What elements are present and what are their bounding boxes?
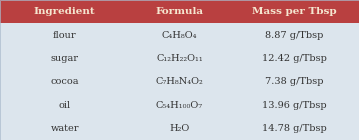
Text: C₇H₈N₄O₂: C₇H₈N₄O₂ xyxy=(155,77,204,86)
Text: cocoa: cocoa xyxy=(50,77,79,86)
Text: Ingredient: Ingredient xyxy=(34,7,95,16)
Text: Mass per Tbsp: Mass per Tbsp xyxy=(252,7,337,16)
Text: C₄H₈O₄: C₄H₈O₄ xyxy=(162,31,197,39)
Text: flour: flour xyxy=(53,31,76,39)
Text: water: water xyxy=(50,124,79,133)
Text: 14.78 g/Tbsp: 14.78 g/Tbsp xyxy=(262,124,327,133)
Text: sugar: sugar xyxy=(51,54,79,63)
Text: 12.42 g/Tbsp: 12.42 g/Tbsp xyxy=(262,54,327,63)
Text: oil: oil xyxy=(59,101,71,109)
FancyBboxPatch shape xyxy=(0,0,359,23)
Text: C₅₄H₁₀₀O₇: C₅₄H₁₀₀O₇ xyxy=(156,101,203,109)
Text: H₂O: H₂O xyxy=(169,124,190,133)
Text: 13.96 g/Tbsp: 13.96 g/Tbsp xyxy=(262,101,327,109)
Text: Formula: Formula xyxy=(155,7,204,16)
Text: C₁₂H₂₂O₁₁: C₁₂H₂₂O₁₁ xyxy=(156,54,203,63)
Text: 8.87 g/Tbsp: 8.87 g/Tbsp xyxy=(265,31,323,39)
Text: 7.38 g/Tbsp: 7.38 g/Tbsp xyxy=(265,77,323,86)
